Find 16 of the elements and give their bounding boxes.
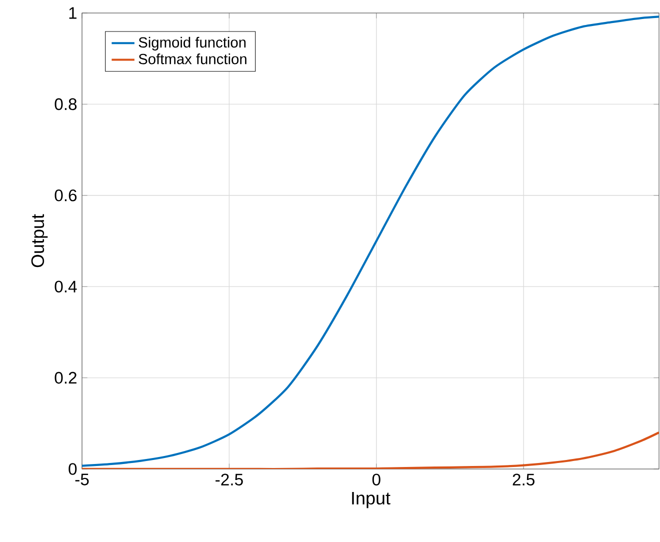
x-tick-label: -2.5 [216, 474, 243, 486]
legend-label: Sigmoid function [138, 36, 246, 50]
x-tick-label: 0 [372, 474, 380, 486]
y-tick-label: 0.8 [54, 98, 77, 110]
y-tick-label: 0.2 [54, 372, 76, 384]
x-tick-label: 2.5 [512, 474, 534, 486]
legend-label: Softmax function [138, 53, 246, 64]
line-series [82, 431, 659, 469]
y-tick-label: 0 [68, 463, 77, 475]
line-series [82, 16, 659, 467]
y-axis-title: Output [31, 214, 48, 268]
y-tick-label: 0.4 [54, 280, 77, 292]
x-axis-title: Input [352, 492, 390, 508]
y-tick-label: 1 [69, 7, 76, 19]
y-tick-label: 0.6 [54, 190, 77, 202]
x-tick-label: -5 [75, 474, 89, 486]
